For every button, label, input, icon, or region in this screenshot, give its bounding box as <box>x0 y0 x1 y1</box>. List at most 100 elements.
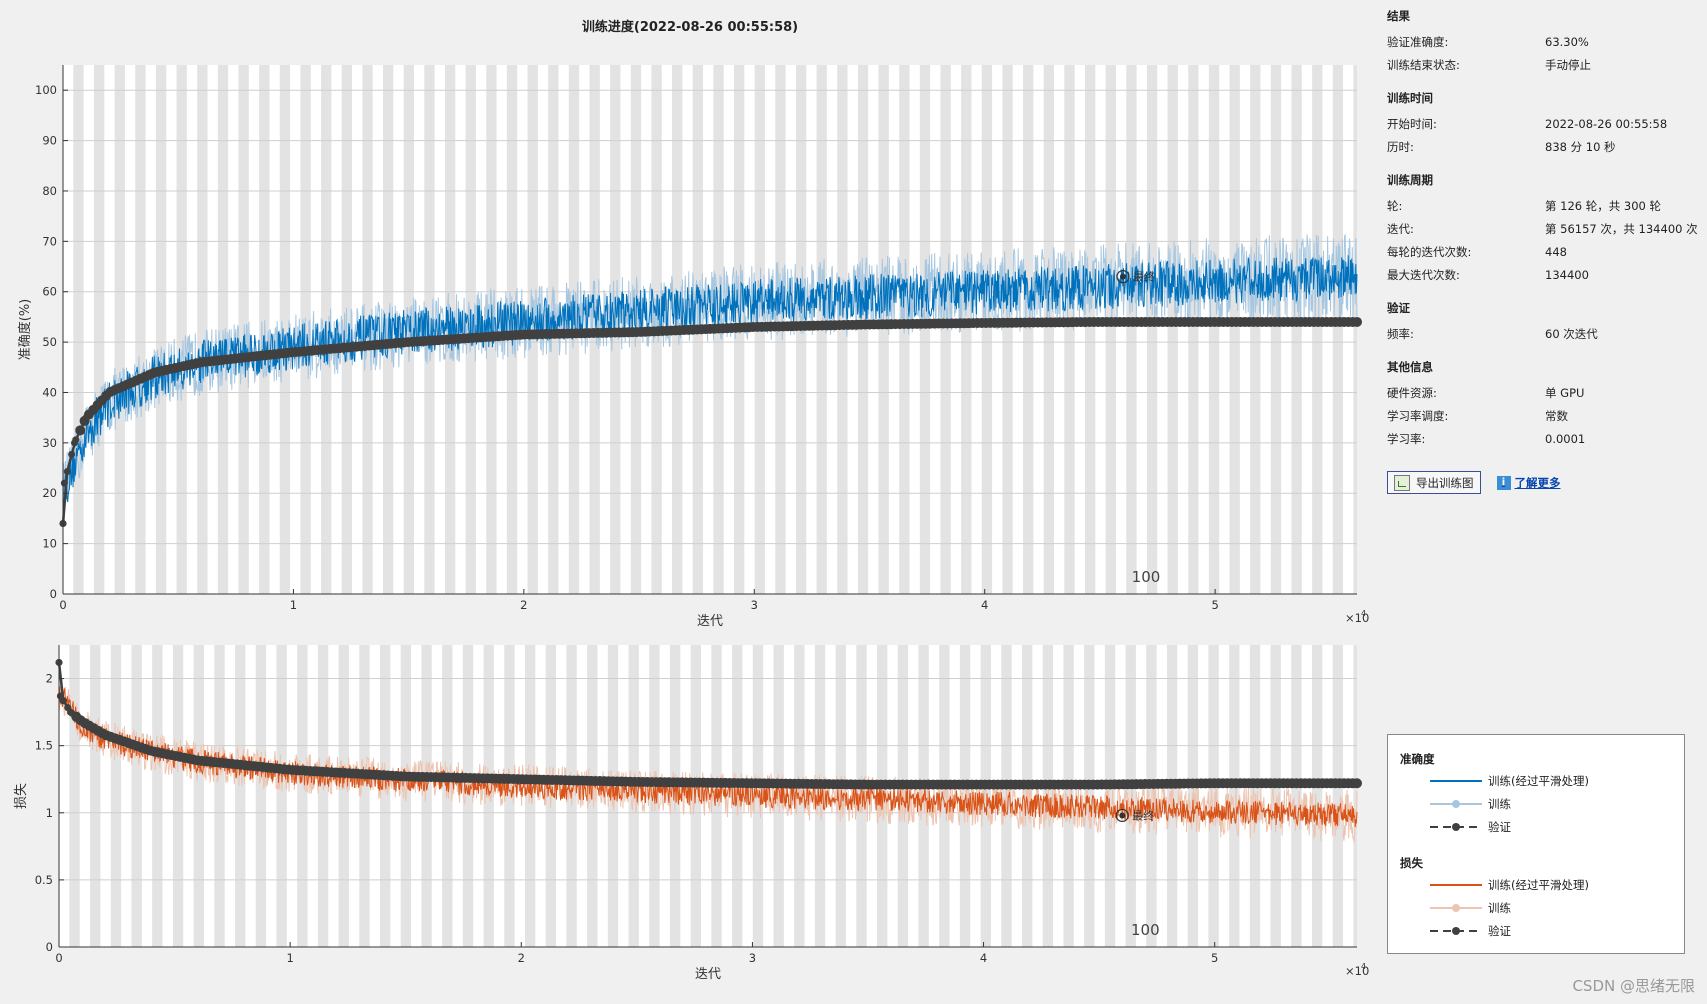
iteration-key: 迭代: <box>1387 221 1414 236</box>
legend-accuracy-heading: 准确度 <box>1400 752 1435 766</box>
iteration-value: 第 56157 次，共 134400 次 <box>1545 221 1698 236</box>
frequency-value: 60 次迭代 <box>1545 326 1598 341</box>
watermark: CSDN @思绪无限 <box>1572 977 1695 995</box>
val-acc-key: 验证准确度: <box>1387 34 1449 49</box>
epoch-band <box>1229 645 1240 947</box>
validation-heading: 验证 <box>1387 301 1410 315</box>
epoch-band <box>981 65 993 594</box>
epoch-band <box>1104 645 1116 947</box>
epoch-band <box>1270 65 1282 594</box>
x-exponent-label: ×10 <box>1345 964 1369 978</box>
elapsed-key: 历时: <box>1387 139 1414 154</box>
epoch-band <box>1105 65 1116 594</box>
epoch-band <box>155 65 167 594</box>
cycle-heading: 训练周期 <box>1387 173 1433 187</box>
x-tick-label: 3 <box>751 598 758 612</box>
x-axis-title: 迭代 <box>695 967 721 982</box>
epoch-band <box>1188 65 1199 594</box>
epoch-band <box>176 65 187 594</box>
y-tick-label: 90 <box>42 134 57 148</box>
hardware-value: 单 GPU <box>1545 385 1585 400</box>
lr-key: 学习率: <box>1387 431 1426 446</box>
x-tick-label: 2 <box>520 598 527 612</box>
epoch-label: 100 <box>1132 568 1161 586</box>
epoch-band <box>1146 65 1158 594</box>
epoch-band <box>1125 645 1136 947</box>
end-state-key: 训练结束状态: <box>1387 57 1460 72</box>
export-button-label: 导出训练图 <box>1416 475 1474 490</box>
info-panel: 结果 验证准确度: 63.30% 训练结束状态: 手动停止 训练时间 开始时间: 20… <box>1387 8 1702 450</box>
epoch-band <box>1208 65 1220 594</box>
x-tick-label: 0 <box>55 951 62 965</box>
epoch-band <box>110 645 122 947</box>
y-tick-label: 30 <box>42 436 57 450</box>
epoch-band <box>1332 65 1344 594</box>
x-tick-label: 4 <box>980 951 987 965</box>
epoch-band <box>1002 65 1013 594</box>
epoch-band <box>193 645 204 947</box>
epoch-band <box>940 65 951 594</box>
epoch-band <box>1332 645 1344 947</box>
final-label: 最终 <box>1132 808 1154 822</box>
epoch-band <box>1126 65 1137 594</box>
elapsed-row: 历时: 838 分 10 秒 <box>1387 135 1702 158</box>
frequency-key: 频率: <box>1387 326 1414 341</box>
legend-acc-train-label: 训练 <box>1488 797 1511 811</box>
x-tick-label: 5 <box>1211 598 1218 612</box>
chart-title: 训练进度(2022-08-26 00:55:58) <box>581 20 799 35</box>
epoch-band <box>1084 645 1095 947</box>
max-iter-row: 最大迭代次数: 134400 <box>1387 263 1702 286</box>
legend-acc-val-swatch <box>1430 823 1482 831</box>
legend-loss-val-label: 验证 <box>1488 924 1511 938</box>
epoch-label: 100 <box>1131 921 1160 939</box>
x-tick-label: 5 <box>1211 951 1218 965</box>
epoch-band <box>338 645 349 947</box>
lr-schedule-key: 学习率调度: <box>1387 408 1449 423</box>
epoch-band <box>403 65 414 594</box>
epoch-band <box>442 645 453 947</box>
x-tick-label: 2 <box>518 951 525 965</box>
y-tick-label: 10 <box>42 537 57 551</box>
epoch-band <box>1353 645 1357 947</box>
lr-value: 0.0001 <box>1545 431 1586 446</box>
epoch-band <box>878 65 889 594</box>
frequency-row: 频率: 60 次迭代 <box>1387 322 1702 345</box>
epoch-band <box>235 645 246 947</box>
epoch-band <box>961 65 972 594</box>
epoch-band <box>135 65 146 594</box>
epoch-band <box>1291 65 1302 594</box>
epoch-band <box>1064 65 1075 594</box>
val-acc-row: 验证准确度: 63.30% <box>1387 30 1702 53</box>
legend-acc-train-swatch <box>1430 800 1482 808</box>
results-heading: 结果 <box>1387 9 1410 23</box>
x-exponent-label: ×10 <box>1345 611 1369 625</box>
validation-line <box>61 320 1357 524</box>
epoch-band <box>380 645 391 947</box>
y-tick-label: 1.5 <box>35 739 53 753</box>
epoch-band <box>919 65 931 594</box>
epoch-band <box>114 65 125 594</box>
epoch-band <box>421 645 432 947</box>
start-time-value: 2022-08-26 00:55:58 <box>1545 116 1668 131</box>
x-exponent-power: 4 <box>1361 609 1366 618</box>
epoch-band <box>1043 65 1055 594</box>
legend-loss-smoothed: 训练(经过平滑处理) <box>1430 877 1589 893</box>
export-training-plot-button[interactable]: 导出训练图 <box>1387 471 1481 494</box>
learn-more-link[interactable]: i 了解更多 <box>1496 475 1561 491</box>
epoch-band <box>276 645 287 947</box>
end-state-row: 训练结束状态: 手动停止 <box>1387 53 1702 76</box>
legend: 准确度 训练(经过平滑处理) 训练 验证 损失 训练(经过平滑处理) 训练 验证 <box>1387 734 1685 954</box>
action-row: 导出训练图 i 了解更多 <box>1387 471 1561 494</box>
time-heading: 训练时间 <box>1387 91 1433 105</box>
final-marker-dot <box>1119 273 1126 280</box>
epoch-band <box>279 65 291 594</box>
lr-schedule-value: 常数 <box>1545 408 1568 423</box>
iter-per-epoch-value: 448 <box>1545 244 1567 259</box>
epoch-band <box>317 645 329 947</box>
epoch-band <box>1063 645 1074 947</box>
epoch-band <box>255 645 267 947</box>
elapsed-value: 838 分 10 秒 <box>1545 139 1616 154</box>
epoch-band <box>172 645 184 947</box>
epoch-band <box>1084 65 1096 594</box>
